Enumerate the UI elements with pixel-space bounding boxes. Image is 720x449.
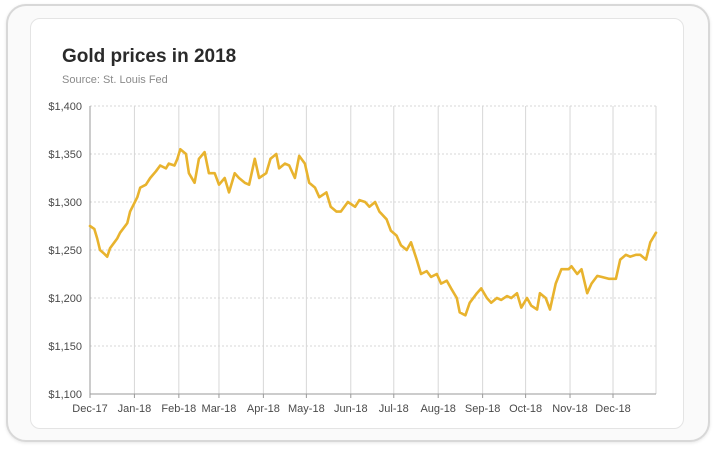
x-tick-label: Apr-18	[247, 403, 280, 415]
x-tick-label: Feb-18	[161, 403, 196, 415]
y-tick-label: $1,250	[48, 245, 82, 257]
y-tick-label: $1,400	[48, 101, 82, 113]
x-tick-label: Dec-17	[72, 403, 107, 415]
y-axis-ticks: $1,100 $1,150 $1,200 $1,250 $1,300 $1,350 $1,4…	[48, 101, 82, 401]
x-tick-label: Dec-18	[595, 403, 630, 415]
series-layer	[88, 147, 658, 317]
chart-subtitle: Source: St. Louis Fed	[62, 74, 168, 86]
y-tick-label: $1,300	[48, 197, 82, 209]
gridlines	[90, 105, 657, 394]
y-tick-label: $1,100	[48, 389, 82, 401]
chart-card	[30, 18, 684, 429]
x-tick-label: Oct-18	[509, 403, 542, 415]
y-tick-label: $1,350	[48, 149, 82, 161]
x-tick-label: Mar-18	[202, 403, 237, 415]
chart-title: Gold prices in 2018	[62, 46, 237, 67]
y-tick-label: $1,200	[48, 293, 82, 305]
x-tick-label: Nov-18	[552, 403, 587, 415]
y-tick-label: $1,150	[48, 341, 82, 353]
x-tick-label: Aug-18	[420, 403, 455, 415]
x-tick-label: May-18	[288, 403, 325, 415]
gold-price-line	[88, 147, 658, 317]
axes	[89, 106, 656, 395]
x-tick-label: Jun-18	[334, 403, 368, 415]
x-tick-label: Sep-18	[465, 403, 500, 415]
x-tick-label: Jul-18	[379, 403, 409, 415]
x-tick-label: Jan-18	[118, 403, 152, 415]
x-axis-ticks: Dec-17 Jan-18 Feb-18 Mar-18 Apr-18 May-18 Jun-…	[72, 394, 631, 415]
